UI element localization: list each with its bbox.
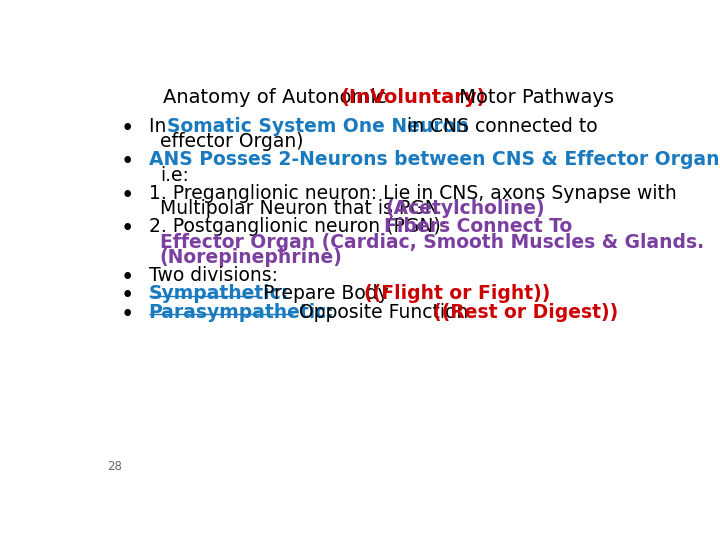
Text: Fibers Connect To: Fibers Connect To [384, 218, 572, 237]
Text: In: In [148, 117, 172, 136]
Text: in CNS connected to: in CNS connected to [400, 117, 597, 136]
Text: Multipolar Neuron that is PGN: Multipolar Neuron that is PGN [160, 199, 451, 218]
Text: effector Organ): effector Organ) [160, 132, 303, 151]
Text: ((Flight or Fight)): ((Flight or Fight)) [364, 285, 551, 303]
Text: Effector Organ (Cardiac, Smooth Muscles & Glands.: Effector Organ (Cardiac, Smooth Muscles … [160, 233, 704, 252]
Text: •: • [121, 150, 134, 173]
Text: 28: 28 [107, 460, 122, 473]
Text: •: • [121, 266, 134, 289]
Text: •: • [121, 117, 134, 140]
Text: Opposite Function: Opposite Function [292, 302, 474, 322]
Text: Sympathetic:: Sympathetic: [148, 285, 289, 303]
Text: Parasympathetic:: Parasympathetic: [148, 302, 335, 322]
Text: i.e:: i.e: [160, 166, 189, 185]
Text: •: • [121, 285, 134, 307]
Text: ANS Posses 2-Neurons between CNS & Effector Organ: ANS Posses 2-Neurons between CNS & Effec… [148, 150, 719, 170]
Text: Motor Pathways: Motor Pathways [454, 87, 614, 107]
Text: 2. Postganglionic neuron (PGN):: 2. Postganglionic neuron (PGN): [148, 218, 453, 237]
Text: 1. Preganglionic neuron: Lie in CNS, axons Synapse with: 1. Preganglionic neuron: Lie in CNS, axo… [148, 184, 676, 203]
Text: (Acetylcholine): (Acetylcholine) [385, 199, 545, 218]
Text: •: • [121, 302, 134, 326]
Text: •: • [121, 184, 134, 207]
Text: Anatomy of Autonomic: Anatomy of Autonomic [163, 87, 392, 107]
Text: •: • [121, 218, 134, 240]
Text: Two divisions:: Two divisions: [148, 266, 278, 285]
Text: Somatic System One Neuron: Somatic System One Neuron [167, 117, 469, 136]
Text: Prepare Body: Prepare Body [257, 285, 395, 303]
Text: ((Rest or Digest)): ((Rest or Digest)) [433, 302, 618, 322]
Text: (Norepinephrine): (Norepinephrine) [160, 248, 343, 267]
Text: (InVoluntary): (InVoluntary) [341, 87, 486, 107]
